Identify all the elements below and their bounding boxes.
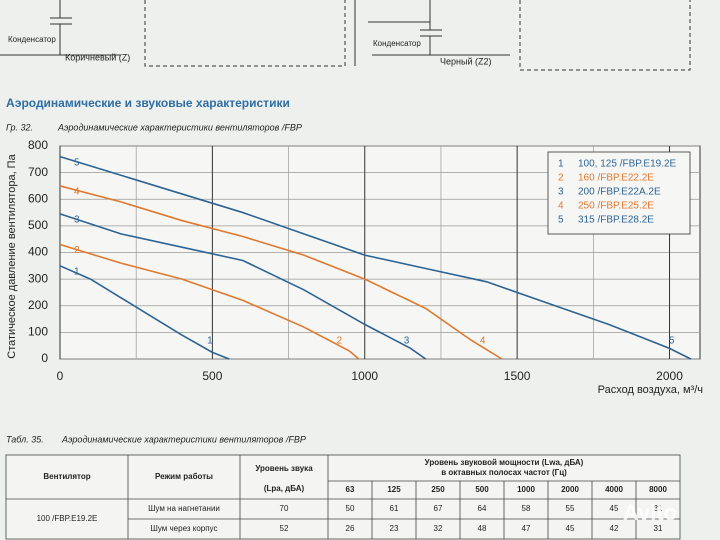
curve [59, 213, 427, 360]
y-tick-label: 200 [28, 298, 48, 312]
diagram-label: Конденсатор [8, 35, 56, 44]
x-axis-title: Расход воздуха, м³/ч [598, 384, 703, 396]
table-frame [5, 454, 681, 540]
curve [59, 243, 360, 360]
table-cell: 64 [478, 504, 487, 513]
table-cell: 125 [387, 485, 401, 494]
table-caption: Аэродинамические характеристики вентилят… [61, 434, 306, 444]
table-cell: 31 [654, 504, 663, 513]
table-cell: 67 [434, 504, 443, 513]
y-tick-label: 0 [41, 351, 48, 365]
table-cell: Уровень звука [255, 464, 313, 473]
table-cell: Уровень звуковой мощности (Lwa, дБА) [425, 458, 584, 467]
dashed-box [519, 0, 691, 71]
curve-label: 5 [669, 336, 675, 347]
table-cell: 50 [346, 504, 355, 513]
data-table: Вентилятор Режим работы Уровень звука (Lpa,… [5, 454, 681, 540]
table-cell: в октавных полосах частот (Гц) [441, 468, 567, 477]
curve-label: 2 [74, 245, 80, 256]
x-tick-label: 1500 [504, 369, 531, 383]
table-cell: 45 [566, 524, 575, 533]
legend-box [547, 151, 691, 235]
table-cell: 70 [280, 504, 289, 513]
figure-number: Гр. 32. [6, 122, 33, 132]
table-cell: 45 [610, 504, 619, 513]
y-tick-label: 600 [28, 191, 48, 205]
table-cell: Вентилятор [43, 472, 90, 481]
y-axis-title: Статическое давление вентилятора, Па [6, 153, 18, 358]
curve-label: 5 [74, 157, 80, 168]
table-cell: 55 [566, 504, 575, 513]
table-cell: 63 [346, 485, 355, 494]
table-cell: 47 [522, 524, 531, 533]
diagram-label: Конденсатор [373, 39, 421, 48]
table-cell: 61 [390, 504, 399, 513]
table-cell: Режим работы [155, 472, 213, 481]
table-cell: 32 [434, 524, 443, 533]
legend-label: 315 /FBP.E28.2E [578, 215, 654, 226]
x-tick-label: 0 [57, 369, 64, 383]
curve-label: 3 [404, 336, 410, 347]
legend-label: 200 /FBP.E22A.2E [578, 187, 661, 198]
table-cell: 250 [431, 485, 445, 494]
curve-label: 4 [74, 187, 80, 198]
legend-number: 5 [558, 215, 564, 226]
legend-label: 160 /FBP.E22.2E [578, 173, 654, 184]
x-tick-label: 1000 [351, 369, 378, 383]
curve [59, 265, 230, 360]
legend-label: 250 /FBP.E25.2E [578, 201, 654, 212]
y-tick-label: 300 [28, 271, 48, 285]
y-tick-label: 800 [28, 138, 48, 152]
y-tick-label: 400 [28, 245, 48, 259]
curve-label: 4 [480, 336, 486, 347]
table-cell: 58 [522, 504, 531, 513]
figure-caption: Аэродинамические характеристики вентилят… [57, 122, 302, 132]
y-tick-label: 100 [28, 325, 48, 339]
table-cell: 500 [475, 485, 489, 494]
table-cell: 4000 [605, 485, 623, 494]
table-cell: 100 /FBP.E19.2E [37, 514, 98, 523]
y-tick-label: 700 [28, 165, 48, 179]
table-cell: 1000 [517, 485, 535, 494]
table-cell: 42 [610, 524, 619, 533]
legend-number: 2 [558, 173, 564, 184]
y-tick-label: 500 [28, 218, 48, 232]
legend-label: 100, 125 /FBP.E19.2E [578, 159, 677, 170]
table-cell: 48 [478, 524, 487, 533]
curve [59, 155, 692, 360]
curve-label: 2 [337, 336, 343, 347]
diagram-label: Коричневый (Z) [65, 52, 130, 62]
table-cell: 2000 [561, 485, 579, 494]
table-number: Табл. 35. [6, 434, 44, 444]
x-tick-label: 2000 [656, 369, 683, 383]
legend-number: 3 [558, 187, 564, 198]
table-cell: 31 [654, 524, 663, 533]
watermark: Avito [623, 500, 677, 525]
table-cell: 23 [390, 524, 399, 533]
wiring-diagram [0, 0, 691, 71]
table-cell: 26 [346, 524, 355, 533]
table-cell: (Lpa, дБА) [264, 484, 305, 493]
section-title: Аэродинамические и звуковые характеристи… [6, 96, 290, 110]
curve-label: 1 [74, 266, 80, 277]
curve-label: 3 [74, 215, 80, 226]
legend-number: 1 [558, 159, 564, 170]
diagram-label: Черный (Z2) [440, 56, 491, 66]
table-cell: Шум на нагнетании [148, 504, 220, 513]
table-cell: 52 [280, 524, 289, 533]
legend-number: 4 [558, 201, 564, 212]
x-tick-label: 500 [202, 369, 222, 383]
table-cell: 8000 [649, 485, 667, 494]
curve [59, 185, 503, 360]
table-cell: Шум через корпус [151, 524, 218, 533]
dashed-box [144, 0, 346, 67]
curve-label: 1 [207, 336, 213, 347]
